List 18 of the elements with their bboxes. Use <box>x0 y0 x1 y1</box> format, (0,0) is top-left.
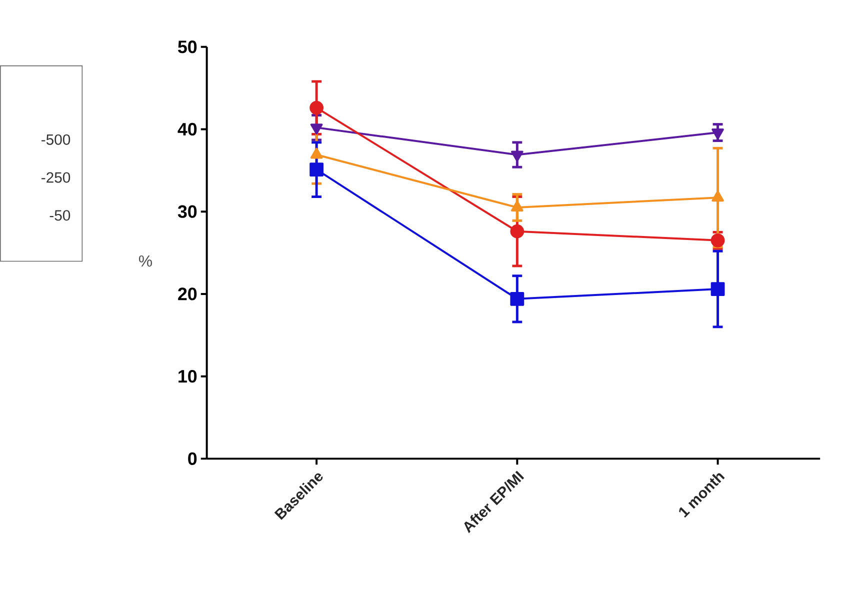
y-tick-label: 10 <box>178 370 197 383</box>
y-tick-label: 40 <box>178 122 197 136</box>
point <box>511 150 524 162</box>
y-tick-label: 30 <box>178 205 197 218</box>
point <box>310 123 323 134</box>
point <box>710 233 725 248</box>
point <box>710 282 725 296</box>
text: -250 <box>42 172 70 183</box>
text: -50 <box>50 210 70 221</box>
point <box>310 100 324 115</box>
y-tick-label: 20 <box>178 287 197 300</box>
y-axis-title: % <box>138 255 152 266</box>
point <box>510 224 524 238</box>
y-tick-label: 50 <box>178 40 197 54</box>
point <box>510 292 524 306</box>
y-tick-label: 0 <box>188 452 197 465</box>
text: -500 <box>42 134 70 145</box>
point <box>310 162 324 176</box>
